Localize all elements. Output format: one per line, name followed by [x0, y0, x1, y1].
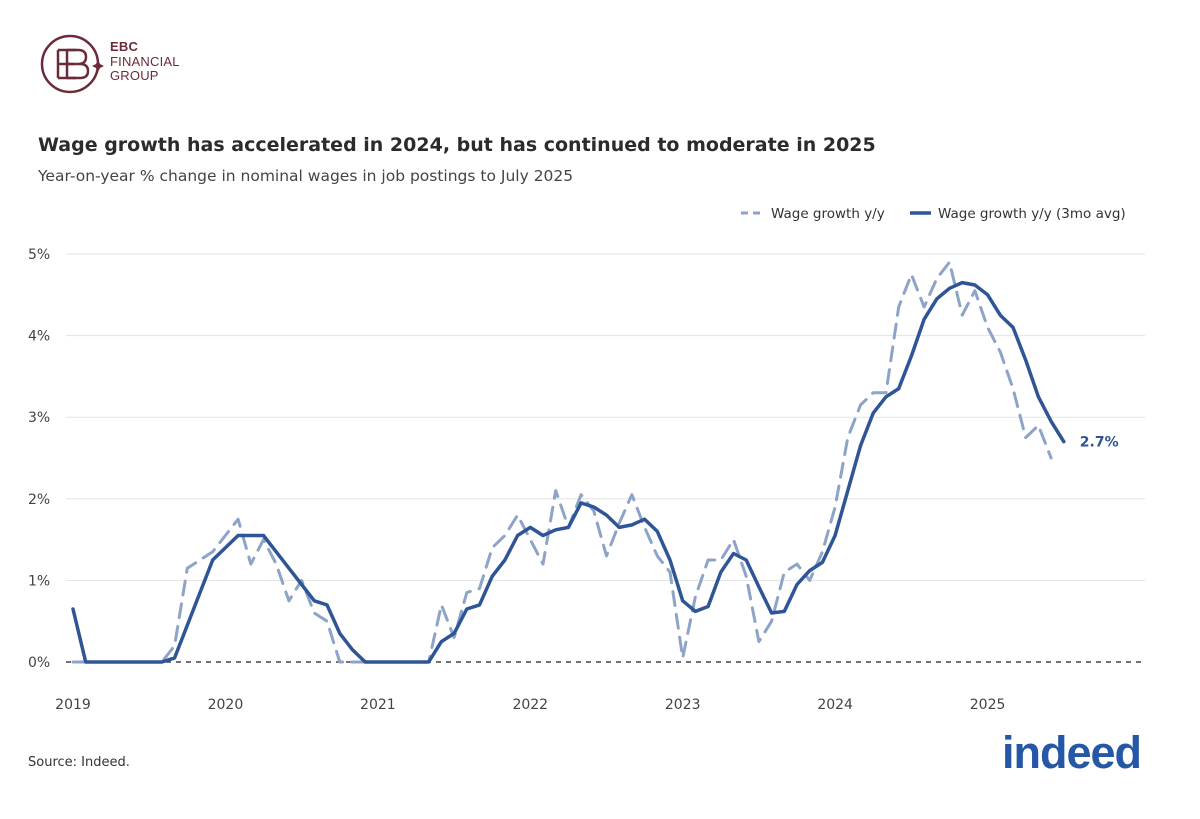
ebc-logo-icon — [40, 34, 104, 94]
legend-label: Wage growth y/y (3mo avg) — [938, 206, 1126, 222]
x-tick-label: 2019 — [55, 697, 91, 713]
y-tick-label: 1% — [28, 573, 50, 589]
indeed-logo: indeed — [1002, 727, 1142, 778]
grid-lines — [66, 253, 1145, 663]
x-tick-label: 2024 — [817, 697, 853, 713]
chart-subtitle: Year-on-year % change in nominal wages i… — [38, 167, 574, 185]
brand-line-2: FINANCIAL — [110, 53, 180, 69]
y-tick-label: 4% — [28, 329, 50, 345]
y-tick-label: 2% — [28, 492, 50, 508]
y-tick-label: 5% — [28, 247, 50, 263]
brand-line-1: EBC — [110, 39, 139, 54]
source-note: Source: Indeed. — [28, 755, 130, 770]
series-line-wage-growth-yy — [71, 260, 1053, 664]
x-tick-label: 2021 — [360, 697, 396, 713]
end-value-label: 2.7% — [1080, 435, 1119, 451]
legend: Wage growth y/y Wage growth y/y (3mo avg) — [741, 206, 1126, 222]
x-tick-label: 2022 — [512, 697, 548, 713]
x-tick-label: 2020 — [208, 697, 244, 713]
series-lines — [71, 260, 1066, 664]
axis-labels: 0% 1% 2% 3% 4% 5% 2019 2020 2021 2022 2023 2024 2025… — [28, 247, 1119, 713]
x-tick-label: 2023 — [665, 697, 701, 713]
x-tick-label: 2025 — [970, 697, 1006, 713]
series-line-wage-growth-3mo-avg — [71, 280, 1066, 664]
brand-name: EBC FINANCIAL GROUP — [110, 39, 180, 84]
brand-line-3: GROUP — [110, 68, 159, 83]
chart-title: Wage growth has accelerated in 2024, but… — [38, 134, 876, 156]
y-tick-label: 0% — [28, 655, 50, 671]
y-tick-label: 3% — [28, 410, 50, 426]
legend-label: Wage growth y/y — [771, 206, 885, 222]
